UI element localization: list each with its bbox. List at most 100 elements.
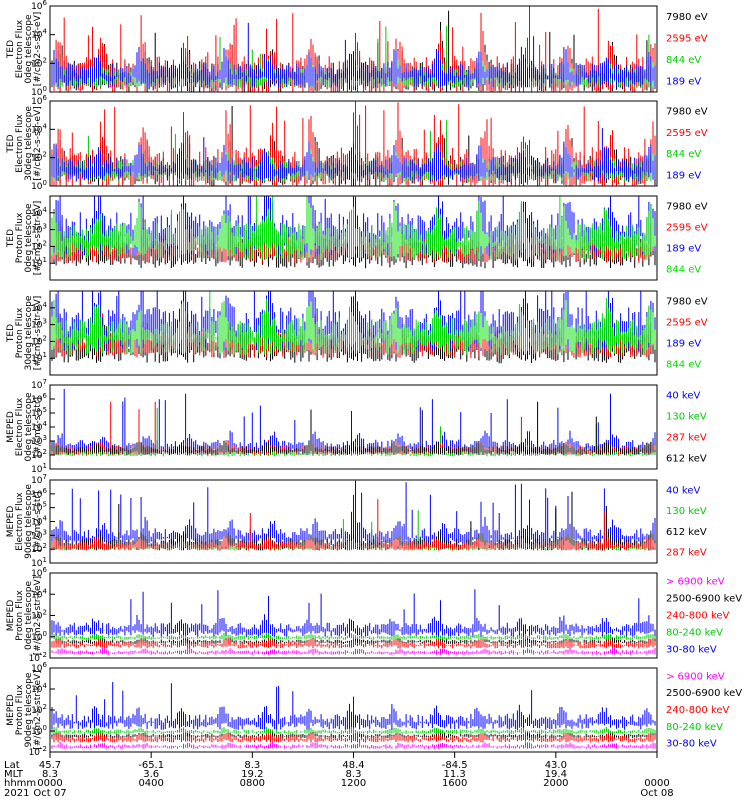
time-axis-tick-label: 43.0: [545, 760, 567, 771]
time-axis-tick-label: 0800: [240, 778, 265, 789]
y-axis-label-line: TED: [6, 40, 16, 59]
legend-entry: 2595 eV: [666, 223, 708, 234]
y-axis-label-line: MEPED: [6, 506, 16, 538]
panel-frame: [49, 100, 658, 187]
time-axis-row-label: MLT: [4, 769, 24, 780]
legend-entry: 80-240 keV: [666, 722, 723, 733]
series-trace-80-240-kev: [50, 726, 657, 735]
time-axis-tick-label: 19.4: [545, 769, 567, 780]
legend-entry: 30-80 keV: [666, 645, 717, 656]
legend-entry: 612 keV: [666, 527, 707, 538]
panel-frame: [49, 5, 658, 93]
time-axis-tick-label: 8.3: [244, 760, 260, 771]
time-axis-tick-label: -84.5: [442, 760, 468, 771]
legend-entry: > 6900 keV: [666, 671, 725, 682]
legend-entry: 844 eV: [666, 265, 701, 276]
y-axis-label-line: TED: [6, 324, 16, 343]
y-axis-label-line: [#/cm2-s-str-eV]: [33, 106, 43, 181]
series-trace-189-ev: [50, 22, 657, 88]
time-axis-row-label: Lat: [4, 760, 20, 771]
series-trace-287-kev: [50, 499, 657, 551]
series-trace-612-kev: [50, 401, 657, 455]
time-axis-tick-label: -65.1: [138, 760, 164, 771]
legend-entry: 189 eV: [666, 244, 701, 255]
legend-entry: 30-80 keV: [666, 739, 717, 750]
time-axis-tick-label: 45.7: [39, 760, 61, 771]
panel-2-traces: [50, 101, 657, 186]
panel-3-traces: [50, 196, 657, 269]
legend-entry: 40 keV: [666, 391, 700, 402]
legend-entry: 7980 eV: [666, 202, 708, 213]
series-trace--6900-kev: [50, 741, 657, 749]
panel-frame: [49, 290, 658, 376]
series-trace-844-ev: [50, 291, 657, 355]
y-axis-label-line: 30deg telescope: [24, 106, 34, 181]
series-trace-240-800-kev: [50, 731, 657, 743]
time-axis-tick-label: 2000: [543, 778, 568, 789]
y-tick-label: 107: [31, 378, 47, 391]
time-axis-tick-label: 1600: [442, 778, 467, 789]
legend-entry: 844 eV: [666, 149, 701, 160]
y-axis-label-line: TED: [6, 134, 16, 153]
time-axis-row-label: hhmm: [4, 778, 36, 789]
y-axis-label-line: Electron Flux: [15, 19, 25, 78]
time-axis-tick-label: Oct 08: [640, 788, 673, 799]
legend-entry: 80-240 keV: [666, 628, 723, 639]
time-axis-row-label: 2021: [4, 788, 29, 799]
legend-entry: 844 eV: [666, 360, 701, 371]
y-axis-label-line: 90deg telescope: [24, 672, 34, 747]
y-axis-label-line: [#/cm2-s-str]: [33, 397, 43, 457]
legend-entry: 2595 eV: [666, 33, 708, 44]
series-trace-240-800-kev: [50, 637, 657, 649]
time-axis-tick-label: 8.3: [346, 769, 362, 780]
y-axis-label-line: MEPED: [6, 411, 16, 443]
y-axis-label-line: [#/cm2-s-str-eV]: [33, 12, 43, 87]
y-axis-label-line: Proton Flux: [15, 684, 25, 735]
series-trace-30-80-kev: [50, 682, 657, 730]
panel-1-traces: [50, 6, 657, 92]
panel-frame: [49, 195, 658, 281]
legend-entry: 287 keV: [666, 548, 707, 559]
legend-entry: 287 keV: [666, 433, 707, 444]
y-axis-label-line: 0deg telescope: [24, 203, 34, 273]
legend-entry: 240-800 keV: [666, 611, 730, 622]
panel-4-traces: [50, 291, 657, 364]
legend-entry: 7980 eV: [666, 297, 708, 308]
legend-entry: 2500-6900 keV: [666, 688, 742, 699]
y-axis-label-line: TED: [6, 229, 16, 248]
legend-entry: 2595 eV: [666, 128, 708, 139]
y-axis-label-line: MEPED: [6, 600, 16, 632]
time-axis-tick-label: Oct 07: [33, 788, 66, 799]
time-axis-tick-label: 11.3: [444, 769, 466, 780]
y-axis-label-line: Electron Flux: [15, 397, 25, 456]
time-axis-tick-label: 0400: [138, 778, 163, 789]
y-axis-label-line: 0deg telescope: [24, 392, 34, 462]
legend-entry: 2500-6900 keV: [666, 594, 742, 605]
y-axis-label-line: [#/cm2-s-str-eV]: [33, 201, 43, 276]
y-axis-label-line: 30deg telescope: [24, 295, 34, 370]
panel-7-traces: [50, 589, 657, 655]
y-tick-label: 106: [31, 0, 47, 12]
legend-entry: 2595 eV: [666, 318, 708, 329]
time-axis-tick-label: 48.4: [342, 760, 364, 771]
y-axis-label-line: Proton Flux: [15, 212, 25, 263]
y-axis-label-line: Proton Flux: [15, 590, 25, 641]
legend-entry: 40 keV: [666, 485, 700, 496]
legend-entry: 189 eV: [666, 339, 701, 350]
y-axis-label-line: [#/cm2-s-str-keV]: [33, 576, 43, 655]
panel-frame: [49, 384, 658, 470]
legend-entry: 7980 eV: [666, 12, 708, 23]
time-axis-tick-label: 8.3: [42, 769, 58, 780]
time-axis-tick-label: 1200: [341, 778, 366, 789]
panel-8-traces: [50, 682, 657, 749]
y-axis-label-line: 0deg telescope: [24, 581, 34, 651]
